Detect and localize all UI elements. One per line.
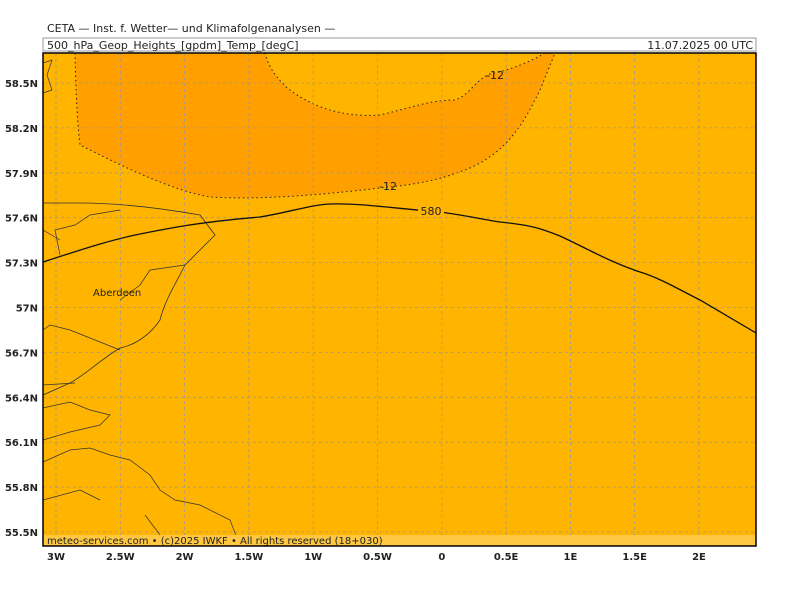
footer-bar (43, 535, 756, 546)
lat-label: 58.2N (5, 124, 38, 135)
lon-label: 0 (438, 552, 445, 563)
map-frame (42, 52, 757, 547)
isotherm (74, 53, 556, 199)
coastline (43, 202, 216, 396)
lon-label: 1.5E (622, 552, 647, 563)
map-area: 580 -12 -12 Aberdeen meteo-services.com … (43, 53, 756, 547)
lon-label: 1.5W (235, 552, 264, 563)
contour-label: 580 (421, 205, 442, 218)
lat-label: 56.7N (5, 348, 38, 359)
contour-label: -12 (486, 69, 504, 82)
lat-label: 57N (16, 304, 38, 315)
lon-label: 1W (304, 552, 322, 563)
place-label: Aberdeen (93, 288, 141, 299)
subtitle-bar (42, 37, 757, 52)
lon-label: 0.5W (363, 552, 392, 563)
lon-label: 2E (692, 552, 706, 563)
lat-label: 56.1N (5, 438, 38, 449)
lon-label: 3W (47, 552, 65, 563)
height-contour (43, 203, 756, 334)
lat-label: 58.5N (5, 79, 38, 90)
lat-label: 57.9N (5, 169, 38, 180)
lon-label: 0.5E (494, 552, 519, 563)
timestamp: 11.07.2025 00 UTC (647, 39, 753, 52)
contour-label: -12 (379, 180, 397, 193)
lat-label: 56.4N (5, 393, 38, 404)
header-title: CETA — Inst. f. Wetter— und Klimafolgena… (47, 22, 335, 35)
temperature-zone (75, 53, 555, 198)
lat-label: 55.8N (5, 483, 38, 494)
lat-label: 57.3N (5, 259, 38, 270)
footer: meteo-services.com • (c)2025 IWKF • All … (47, 536, 383, 547)
lon-label: 2.5W (106, 552, 135, 563)
label-backdrop (418, 204, 444, 217)
lat-label: 57.6N (5, 214, 38, 225)
lon-label: 1E (564, 552, 578, 563)
lat-label: 55.5N (5, 528, 38, 539)
subtitle: 500_hPa_Geop_Heights_[gpdm]_Temp_[degC] (47, 39, 299, 52)
lon-label: 2W (176, 552, 194, 563)
